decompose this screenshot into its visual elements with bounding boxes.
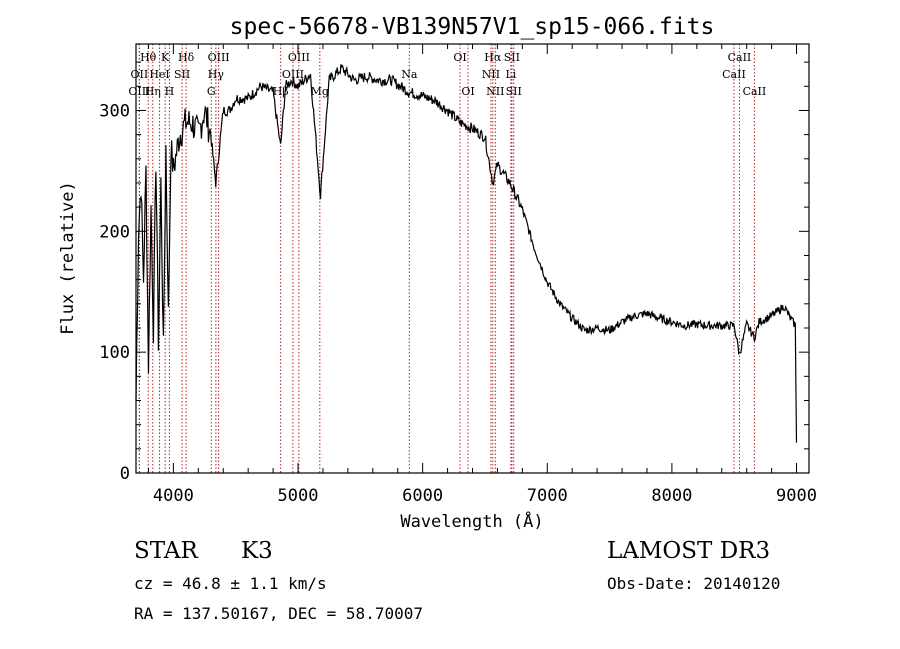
- survey-name: LAMOST DR3: [607, 538, 771, 564]
- line-marker-label: NII: [486, 85, 504, 98]
- line-marker-label: Hη: [145, 85, 161, 98]
- redshift-cz: cz = 46.8 ± 1.1 km/s: [134, 574, 327, 593]
- line-marker-label: K: [161, 51, 170, 64]
- x-tick-label: 8000: [651, 486, 692, 506]
- x-tick-label: 4000: [153, 486, 194, 506]
- y-tick-label: 100: [99, 343, 130, 363]
- line-marker-label: OIII: [282, 68, 304, 81]
- y-tick-label: 0: [120, 464, 130, 484]
- line-marker-label: OI: [453, 51, 466, 64]
- line-marker-label: Na: [401, 68, 418, 81]
- line-marker-label: Hγ: [208, 68, 225, 81]
- axes: 4000 5000 6000 7000 8000 9000 0 100 200 300: [99, 44, 817, 506]
- observation-date: Obs-Date: 20140120: [607, 574, 781, 593]
- line-marker-label: SII: [174, 68, 190, 81]
- line-marker-label: SII: [504, 51, 520, 64]
- line-marker-label: NII: [482, 68, 500, 81]
- object-subclass: K3: [241, 538, 273, 564]
- line-marker-label: OIII: [208, 51, 230, 64]
- line-marker-label: Hβ: [273, 85, 289, 98]
- line-marker-label: OI: [461, 85, 474, 98]
- x-axis-label: Wavelength (Å): [400, 510, 543, 532]
- line-marker-label: SII: [506, 85, 522, 98]
- coordinates: RA = 137.50167, DEC = 58.70007: [134, 604, 423, 623]
- line-marker-label: CaII: [743, 85, 767, 98]
- x-tick-label: 6000: [402, 486, 443, 506]
- line-marker-label: OIII: [128, 85, 150, 98]
- line-marker-label: CaII: [728, 51, 752, 64]
- line-marker-label: CaII: [722, 68, 746, 81]
- line-marker-label: H: [165, 85, 175, 98]
- x-tick-label: 7000: [527, 486, 568, 506]
- line-marker-label: HeI: [149, 68, 169, 81]
- line-marker-label: Hα: [484, 51, 502, 64]
- y-axis-label: Flux (relative): [58, 181, 78, 335]
- object-class: STAR: [134, 538, 198, 564]
- line-marker-label: Li: [505, 68, 516, 81]
- x-tick-label: 5000: [278, 486, 319, 506]
- spectral-line-markers: Hθ OII OIII K HeI Hη SII H Hδ OIII Hγ G OIII OIII Hβ Mg…: [128, 44, 766, 473]
- line-marker-label: G: [207, 85, 216, 98]
- chart-title: spec-56678-VB139N57V1_sp15-066.fits: [230, 14, 715, 40]
- flux-series-line: [135, 64, 798, 443]
- x-tick-label: 9000: [776, 486, 817, 506]
- line-marker-label: Hδ: [178, 51, 195, 64]
- line-marker-label: OII: [131, 68, 149, 81]
- y-tick-label: 300: [99, 101, 130, 121]
- y-tick-label: 200: [99, 222, 130, 242]
- plot-frame: [135, 43, 810, 474]
- line-marker-label: Hθ: [140, 51, 157, 64]
- line-marker-label: Mg: [311, 85, 329, 98]
- line-marker-label: OIII: [288, 51, 310, 64]
